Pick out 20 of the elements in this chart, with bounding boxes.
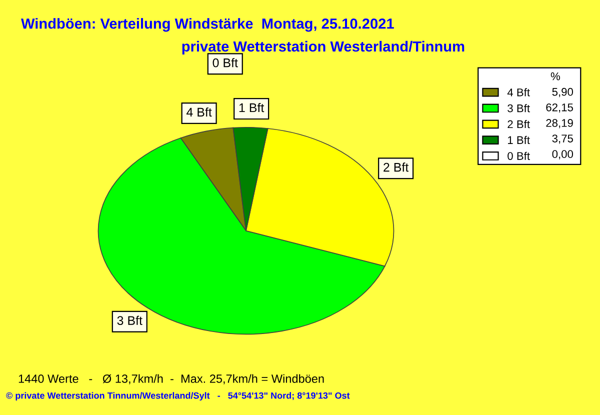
data-label: 5,90 (552, 88, 574, 98)
slice-label: 3 Bft (117, 316, 142, 325)
legend-title: % (550, 72, 560, 80)
text: 0,00 (552, 150, 574, 160)
legend-label: 2 Bft (508, 120, 530, 128)
data-label: 3,75 (552, 134, 573, 144)
legend-label: 3 Bft (508, 104, 530, 112)
slice-label: 4 Bft (186, 107, 212, 117)
slice-label: 1 Bft (239, 102, 264, 112)
legend-label: 0 Bft (508, 152, 530, 160)
data-label: 62,15 (546, 103, 573, 113)
text: 1440 Werte - Ø 13,7km/h - Max. 25,7km/h = Windböen (18, 374, 324, 384)
chart-subtitle: private Wetterstation Westerland/Tinnum (182, 40, 464, 55)
legend-label: 4 Bft (507, 88, 530, 96)
chart-title: Windböen: Verteilung Windstärke Montag, 25.10.2021 (21, 18, 394, 32)
data-label: 28,19 (546, 119, 573, 128)
text: © private Wetterstation Tinnum/Westerland/Sylt - 54°54'13" Nord; 8°19'13" Ost (6, 392, 350, 401)
category-label: 0 Bft (212, 58, 238, 68)
legend-label: 1 Bft (508, 136, 530, 144)
slice-label: 2 Bft (384, 162, 409, 172)
